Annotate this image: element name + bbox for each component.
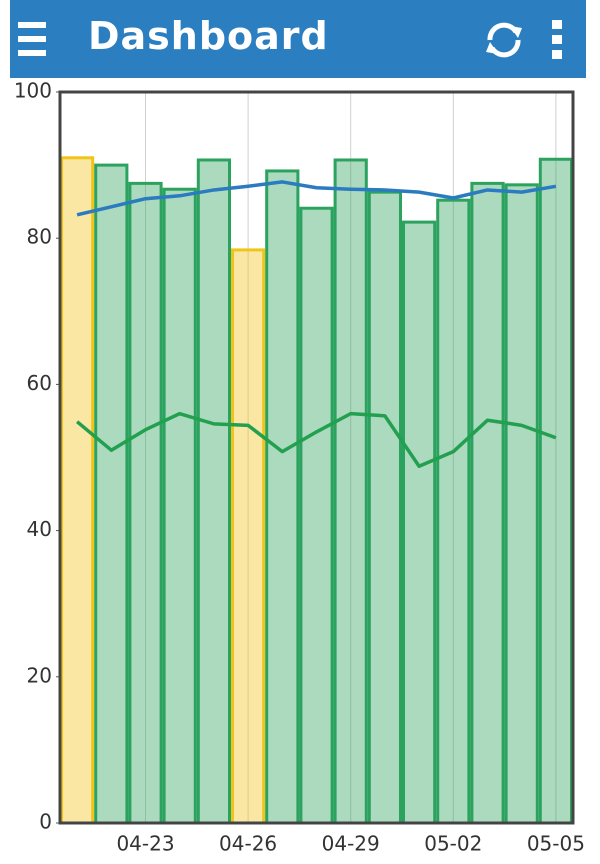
bar [94, 163, 129, 825]
y-tick-label: 0 [39, 810, 52, 834]
y-tick-label: 100 [14, 79, 52, 103]
bar [504, 183, 539, 825]
x-tick-label: 05-05 [527, 832, 585, 856]
line [76, 180, 557, 217]
bar [470, 181, 505, 825]
bar [231, 248, 266, 825]
x-tick-label: 05-02 [424, 832, 482, 856]
bar [333, 158, 368, 825]
bar [402, 220, 437, 825]
bar [299, 206, 334, 825]
bar [265, 169, 300, 825]
bar [60, 156, 95, 825]
y-tick-label: 80 [27, 225, 52, 249]
menu-button[interactable] [18, 20, 48, 58]
y-tick-label: 40 [27, 517, 52, 541]
x-tick-label: 04-29 [322, 832, 380, 856]
bar [128, 181, 163, 825]
bar [196, 158, 232, 825]
plot-frame [58, 90, 575, 825]
app-title: Dashboard [88, 14, 329, 58]
x-tick-label: 04-26 [219, 832, 277, 856]
overflow-menu-button[interactable] [548, 18, 568, 62]
y-tick-label: 60 [27, 371, 52, 395]
bar [367, 190, 402, 825]
bar [162, 187, 197, 825]
x-tick-label: 04-23 [116, 832, 174, 856]
bar [436, 198, 471, 825]
app-bar: Dashboard [10, 0, 586, 78]
bar [538, 157, 573, 825]
line [75, 411, 557, 469]
y-tick-label: 20 [27, 663, 52, 687]
refresh-button[interactable] [482, 18, 526, 62]
